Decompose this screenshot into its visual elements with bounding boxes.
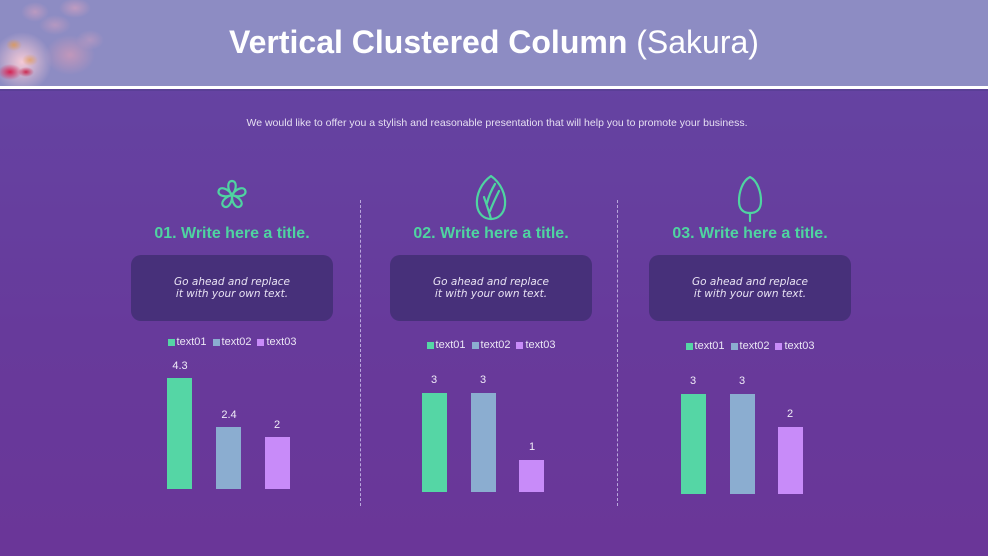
column-divider-1 [360,200,361,506]
chart-legend: text01 text02 text03 [371,339,611,351]
legend-item-text03: text03 [257,336,296,348]
panel-2: 02. Write here a title. Go ahead and rep… [371,170,611,510]
legend-label: text03 [266,336,297,348]
legend-item-text01: text01 [167,336,207,348]
sakura-photo [0,0,140,86]
legend-swatch [257,338,265,346]
panel-body-text: Go ahead and replace it with your own te… [691,275,808,301]
panel-title: 02. Write here a title. [413,225,569,242]
legend-swatch [516,341,524,349]
header-divider-shadow [0,89,988,91]
panel-title: 01. Write here a title. [154,225,310,242]
panel-text-box: Go ahead and replace it with your own te… [390,255,592,321]
chart-legend: text01 text02 text03 [630,340,870,352]
panel-title: 03. Write here a title. [672,225,828,242]
flower-icon [217,179,247,209]
tree-icon [737,175,763,223]
legend-item-text02: text02 [212,336,252,348]
bar-value-label: 2 [786,408,794,420]
header-divider [0,86,988,89]
panel-text-box: Go ahead and replace it with your own te… [131,255,333,321]
bar-value-label: 1 [528,441,536,453]
bar-value-label: 3 [479,374,487,386]
header-band: Vertical Clustered Column (Sakura) [0,0,988,86]
legend-label: text03 [525,339,556,351]
legend-item-text02: text02 [471,339,511,351]
legend-swatch [426,341,434,349]
legend-swatch [775,342,783,350]
legend-swatch [471,341,479,349]
column-divider-2 [617,200,618,506]
legend-swatch [730,342,738,350]
bar-value-label: 3 [430,374,438,386]
legend-item-text03: text03 [516,339,555,351]
bar-text01 [167,378,192,489]
legend-label: text01 [694,340,725,352]
legend-label: text01 [435,339,466,351]
page-title-main: Vertical Clustered Column [229,24,628,60]
chart-legend: text01 text02 text03 [112,336,352,348]
bar-text03 [778,427,803,494]
legend-swatch [212,338,220,346]
panel-3: 03. Write here a title. Go ahead and rep… [630,170,870,510]
legend-label: text02 [221,336,252,348]
legend-swatch [167,338,175,346]
panel-body-text: Go ahead and replace it with your own te… [432,275,549,301]
legend-item-text03: text03 [775,340,814,352]
legend-label: text03 [784,340,815,352]
bar-text01 [681,394,706,494]
subtitle: We would like to offer you a stylish and… [246,117,748,129]
legend-item-text01: text01 [426,339,466,351]
panel-text-box: Go ahead and replace it with your own te… [649,255,851,321]
legend-item-text01: text01 [685,340,725,352]
bar-text02 [730,394,755,494]
page-title-suffix: (Sakura) [636,24,759,60]
bar-value-label: 2 [273,419,281,431]
bar-text03 [519,460,544,492]
bar-text02 [471,393,496,492]
bar-value-label: 3 [738,375,746,387]
bar-value-label: 4.3 [172,360,188,372]
bar-text02 [216,427,241,489]
bar-value-label: 3 [689,375,697,387]
legend-label: text02 [739,340,770,352]
page-title: Vertical Clustered Column (Sakura) [0,20,988,64]
legend-item-text02: text02 [730,340,770,352]
bar-value-label: 2.4 [221,409,237,421]
leaf-icon [475,174,507,221]
legend-label: text01 [176,336,207,348]
legend-swatch [685,342,693,350]
panel-1: 01. Write here a title. Go ahead and rep… [112,170,352,510]
bar-text01 [422,393,447,492]
legend-label: text02 [480,339,511,351]
bar-text03 [265,437,290,489]
panel-body-text: Go ahead and replace it with your own te… [173,275,290,301]
